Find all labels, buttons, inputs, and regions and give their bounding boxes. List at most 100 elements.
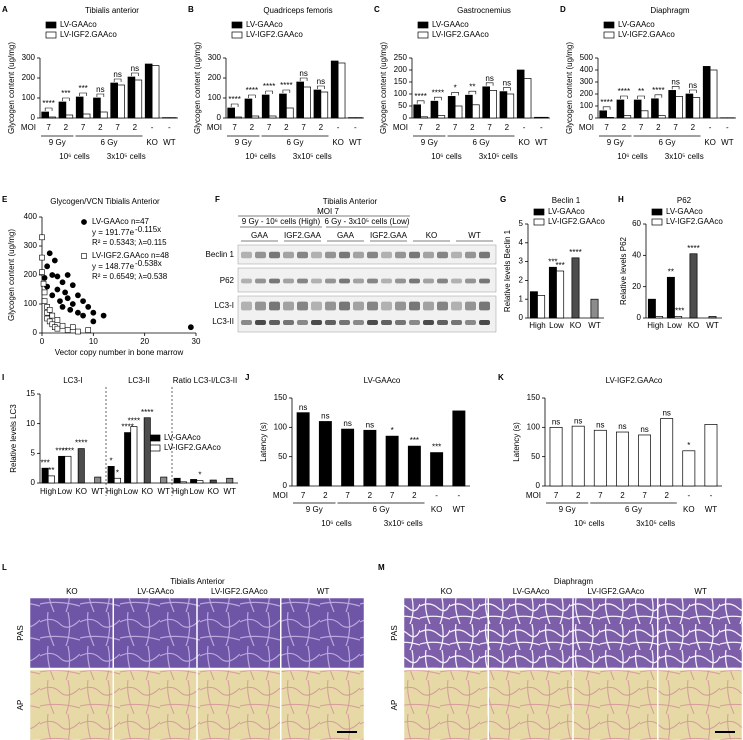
legend-swatch xyxy=(651,208,663,216)
point xyxy=(40,280,47,287)
x-axis-label: Vector copy number in bone marrow xyxy=(55,348,184,357)
significance: ns xyxy=(640,425,648,434)
legend-label: LV-GAAco xyxy=(246,20,283,29)
x-tick-label: 7 xyxy=(673,123,678,132)
bar xyxy=(675,96,683,119)
point xyxy=(64,272,71,278)
significance-bracket xyxy=(113,78,122,82)
blot-band xyxy=(255,278,266,284)
legend-swatch xyxy=(417,31,429,39)
bar xyxy=(341,428,355,487)
blot-band xyxy=(409,320,420,325)
significance-bracket xyxy=(131,72,139,76)
x-tick-label: 7 xyxy=(232,123,237,132)
blot-band xyxy=(297,301,308,311)
x-tick-label: Low xyxy=(549,321,564,330)
equation-exponent: -0.538x xyxy=(135,259,162,268)
point xyxy=(41,289,48,296)
x-tick-label: Low xyxy=(189,487,204,496)
micrograph xyxy=(29,669,113,740)
significance: **** xyxy=(600,98,612,107)
blot-band xyxy=(339,320,350,325)
x-tick-label: - xyxy=(540,123,543,132)
bar xyxy=(430,452,444,487)
x-tick-label: KO xyxy=(75,487,87,496)
blot-band xyxy=(395,278,406,284)
bar xyxy=(616,99,625,119)
significance: ns xyxy=(574,416,582,425)
bar xyxy=(534,116,542,119)
blot-band xyxy=(241,320,252,325)
bar xyxy=(454,105,463,119)
bar xyxy=(590,298,599,319)
bar xyxy=(623,115,632,119)
significance: **** xyxy=(280,81,292,90)
point xyxy=(64,327,71,333)
y-tick-label: 100 xyxy=(22,93,36,102)
bar xyxy=(385,435,399,487)
blot-band xyxy=(367,278,378,284)
point xyxy=(49,312,56,319)
y-tick-label: 200 xyxy=(208,73,222,82)
group-label: 9 Gy xyxy=(607,138,624,147)
x-tick-label: 2 xyxy=(368,491,373,500)
x-tick-label: 10 xyxy=(89,337,98,346)
x-tick-label: 7 xyxy=(390,491,395,500)
significance: *** xyxy=(410,436,419,445)
bar xyxy=(489,90,497,119)
group-label: KO xyxy=(704,138,716,147)
group-label: KO xyxy=(431,505,443,514)
x-tick-label: 7 xyxy=(301,123,306,132)
blot-band xyxy=(311,278,322,284)
blot-band xyxy=(395,301,406,311)
y-tick-label: 100 xyxy=(208,93,222,102)
subtitle: LC3-I xyxy=(63,376,83,385)
panel-letter: E xyxy=(2,195,8,204)
cell-label: 3x10⁵ cells xyxy=(293,152,332,161)
blot-lane: GAA xyxy=(337,231,355,240)
x-tick-label: - xyxy=(168,123,171,132)
group-label: 6 Gy xyxy=(625,505,642,514)
point xyxy=(64,295,71,302)
significance-bracket xyxy=(96,93,105,97)
panel-letter: J xyxy=(245,373,249,382)
bar xyxy=(516,69,525,119)
protein-label: LC3-I xyxy=(214,301,234,310)
bar xyxy=(279,93,287,119)
legend-swatch xyxy=(231,31,243,39)
x-prefix: MOI xyxy=(393,123,408,132)
point xyxy=(49,292,56,299)
blot-band xyxy=(297,251,308,259)
blot-band xyxy=(381,251,392,259)
bar xyxy=(303,86,311,119)
legend-label: LV-IGF2.GAAco xyxy=(666,217,723,226)
blot-band xyxy=(269,251,280,259)
point xyxy=(90,309,97,316)
cell-label: 10⁶ cells xyxy=(59,152,89,161)
x-tick-label: Low xyxy=(57,487,72,496)
y-tick-label: 50 xyxy=(398,101,407,110)
significance: **** xyxy=(569,248,581,257)
blot-band xyxy=(465,251,476,259)
significance-bracket xyxy=(230,103,239,107)
x-tick-label: - xyxy=(710,491,713,500)
x-tick-label: 2 xyxy=(620,491,625,500)
significance-bracket xyxy=(248,94,256,98)
cell-label: 3x10⁵ cells xyxy=(479,152,518,161)
micrograph xyxy=(197,669,281,740)
point xyxy=(75,292,81,299)
blot-band xyxy=(283,251,294,259)
point xyxy=(80,298,86,304)
bar xyxy=(313,89,322,119)
micrograph xyxy=(29,597,113,669)
group-label: WT xyxy=(705,505,718,514)
x-tick-label: Low xyxy=(667,321,682,330)
blot-band xyxy=(353,278,364,284)
legend-swatch xyxy=(533,208,545,216)
x-prefix: MOI xyxy=(526,491,541,500)
blot-band xyxy=(297,320,308,325)
significance: ** xyxy=(48,466,54,475)
bar xyxy=(413,104,421,119)
group-label: WT xyxy=(535,138,548,147)
bar xyxy=(93,97,101,119)
